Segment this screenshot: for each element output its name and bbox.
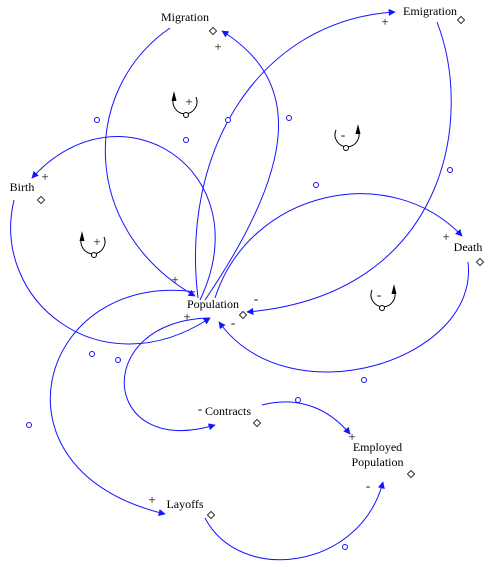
link-polarity: - <box>366 478 370 493</box>
link-handle <box>447 167 453 173</box>
link-handle <box>342 544 348 550</box>
causal-link <box>31 136 216 301</box>
node-label: Layoffs <box>166 497 203 511</box>
causal-link <box>204 30 280 301</box>
link-polarity: - <box>231 315 235 330</box>
link-handle <box>313 182 319 188</box>
link-polarity: + <box>41 169 48 184</box>
link-polarity: + <box>214 39 221 54</box>
node-handle <box>36 195 46 205</box>
link-polarity: + <box>171 272 178 287</box>
node-label: Migration <box>161 10 209 24</box>
loop-arrow <box>334 129 360 148</box>
link-handle <box>183 137 189 143</box>
link-polarity: + <box>381 14 388 29</box>
loop-handle <box>91 252 97 258</box>
causal-link <box>50 289 196 516</box>
link-handle <box>26 422 32 428</box>
link-handle <box>225 117 231 123</box>
link-polarity: + <box>348 429 355 444</box>
loop-polarity: + <box>93 234 100 249</box>
link-handle <box>295 397 301 403</box>
loop-polarity: + <box>185 94 192 109</box>
causal-link <box>104 27 196 297</box>
node-handle <box>406 469 416 479</box>
node-handle <box>208 26 218 36</box>
link-polarity: + <box>148 492 155 507</box>
causal-link <box>204 481 385 561</box>
causal-link <box>261 401 351 435</box>
causal-link <box>10 199 211 345</box>
loop-arrowhead <box>79 231 85 241</box>
node-label: Population <box>187 297 239 311</box>
node-handle <box>475 257 485 267</box>
link-handle <box>89 351 95 357</box>
node-label: Emigration <box>403 4 457 18</box>
node-handle <box>238 310 248 320</box>
loop-arrowhead <box>355 124 361 134</box>
loop-handle <box>183 112 189 118</box>
loop-arrow <box>370 289 396 308</box>
node-handle <box>456 15 466 25</box>
causal-link <box>246 21 452 315</box>
loop-handle <box>343 145 349 151</box>
node-handle <box>206 510 216 520</box>
loop-arrowhead <box>391 284 397 294</box>
node-label: Contracts <box>205 404 251 418</box>
loop-arrowhead <box>171 91 177 101</box>
loop-polarity: - <box>341 127 345 142</box>
link-polarity: + <box>442 229 449 244</box>
causal-link <box>123 317 216 432</box>
link-polarity: - <box>198 401 202 416</box>
node-handle <box>252 418 262 428</box>
causal-link <box>194 8 396 299</box>
link-handle <box>94 117 100 123</box>
link-handle <box>361 377 367 383</box>
causal-link <box>218 261 469 373</box>
causal-link <box>214 193 463 299</box>
node-label: Employed Population <box>351 440 404 469</box>
loop-handle <box>379 305 385 311</box>
link-handle <box>115 357 121 363</box>
link-handle <box>286 115 292 121</box>
node-label: Birth <box>10 180 35 194</box>
link-polarity: - <box>254 291 258 306</box>
loop-polarity: - <box>377 287 381 302</box>
node-label: Death <box>454 240 483 254</box>
link-polarity: + <box>183 309 190 324</box>
